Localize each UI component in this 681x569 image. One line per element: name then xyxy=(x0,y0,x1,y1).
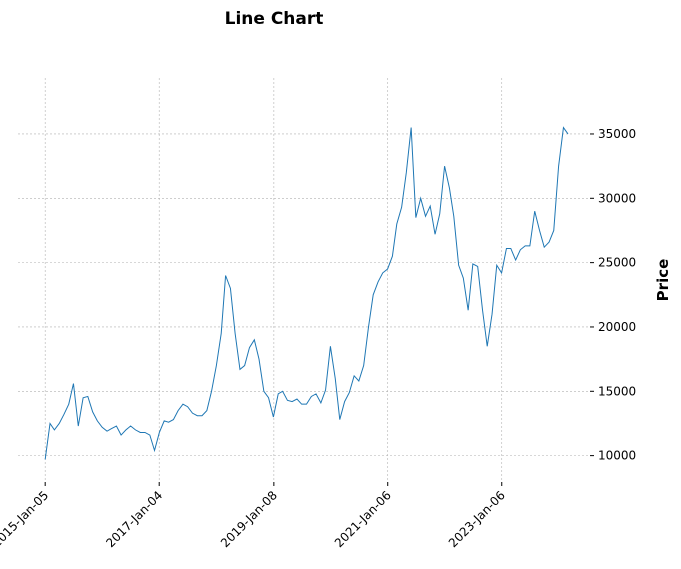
y-tick-label: 25000 xyxy=(598,256,636,270)
chart-title: Line Chart xyxy=(225,9,324,29)
price-line xyxy=(44,126,569,460)
x-tick-label: 2023-Jan-06 xyxy=(446,488,508,550)
y-tick-label: 35000 xyxy=(598,127,636,141)
y-tick-label: 20000 xyxy=(598,320,636,334)
y-tick-label: 15000 xyxy=(598,384,636,398)
x-tick-label: 2019-Jan-08 xyxy=(218,488,280,550)
x-tick-label: 2021-Jan-06 xyxy=(332,488,394,550)
y-tick-label: 10000 xyxy=(598,449,636,463)
y-axis-label: Price xyxy=(654,259,672,302)
x-tick-label: 2017-Jan-04 xyxy=(103,488,165,550)
x-tick-label: 2015-Jan-05 xyxy=(0,488,51,550)
y-tick-label: 30000 xyxy=(598,191,636,205)
